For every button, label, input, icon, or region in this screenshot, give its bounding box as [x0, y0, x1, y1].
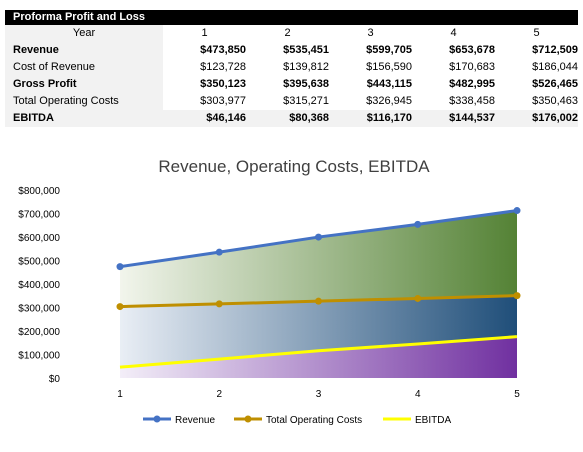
data-point — [116, 263, 124, 271]
value-cell: $653,678 — [449, 44, 495, 56]
row-label: Cost of Revenue — [5, 59, 163, 76]
series-line — [119, 335, 518, 369]
x-tick-label: 2 — [216, 389, 222, 400]
data-point — [315, 233, 322, 241]
data-point — [513, 292, 521, 300]
value-cell: $599,705 — [366, 44, 412, 56]
legend-marker — [153, 415, 161, 423]
value-cell: $535,451 — [283, 44, 329, 56]
data-point — [215, 248, 223, 256]
revenue-costs-ebitda-chart: Revenue, Operating Costs, EBITDA $0 $100,… — [18, 157, 521, 426]
value-cell: $116,170 — [329, 110, 412, 127]
chart-legend: Revenue Total Operating Costs EBITDA — [143, 415, 451, 426]
value-cell: $443,115 — [366, 78, 412, 90]
row-label: EBITDA — [5, 110, 163, 127]
year-cell: 3 — [367, 27, 374, 39]
y-tick-label: $0 — [49, 374, 61, 385]
value-cell: $139,812 — [283, 61, 329, 73]
value-cell: $144,537 — [412, 110, 495, 127]
table-title: Proforma Profit and Loss — [5, 10, 578, 25]
y-tick-label: $100,000 — [18, 351, 60, 362]
chart-area: Revenue, Operating Costs, EBITDA $0 $100,… — [0, 150, 583, 447]
value-cell: $303,977 — [200, 95, 246, 107]
data-point — [215, 300, 223, 308]
y-tick-label: $200,000 — [18, 327, 60, 338]
year-cell: 4 — [450, 27, 457, 39]
value-cell: $482,995 — [449, 78, 495, 90]
x-tick-label: 4 — [415, 389, 421, 400]
x-tick-label: 1 — [117, 389, 123, 400]
table-row: Gross Profit $350,123 $395,638 $443,115 $482… — [5, 76, 578, 93]
table-row: Revenue $473,850 $535,451 $599,705 $653,678 $… — [5, 42, 578, 59]
data-point — [414, 220, 422, 228]
legend-label: EBITDA — [415, 415, 451, 426]
value-cell: $80,368 — [246, 110, 329, 127]
value-cell: $350,463 — [532, 95, 578, 107]
value-cell: $526,465 — [532, 78, 578, 90]
value-cell: $350,123 — [200, 78, 246, 90]
y-tick-label: $400,000 — [18, 280, 60, 291]
data-point — [513, 207, 521, 215]
data-point — [315, 297, 322, 305]
x-tick-label: 3 — [316, 389, 322, 400]
data-point — [414, 294, 422, 302]
table-row: Year 1 2 3 4 5 — [5, 25, 578, 42]
operating-costs-area — [120, 295, 517, 368]
value-cell: $338,458 — [449, 95, 495, 107]
ebitda-area — [120, 336, 517, 378]
legend-marker — [244, 415, 252, 423]
value-cell: $156,590 — [366, 61, 412, 73]
legend-label: Revenue — [175, 415, 215, 426]
table-row: EBITDA $46,146 $80,368 $116,170 $144,537 $176… — [5, 110, 578, 127]
value-cell: $473,850 — [200, 44, 246, 56]
value-cell: $123,728 — [200, 61, 246, 73]
value-cell: $326,945 — [366, 95, 412, 107]
y-tick-label: $300,000 — [18, 304, 60, 315]
legend-label: Total Operating Costs — [266, 415, 362, 426]
year-cell: 5 — [533, 27, 540, 39]
y-tick-label: $600,000 — [18, 233, 60, 244]
y-tick-label: $500,000 — [18, 257, 60, 268]
year-header: Year — [5, 25, 163, 42]
table-row: Cost of Revenue $123,728 $139,812 $156,590 $… — [5, 59, 578, 76]
row-label: Gross Profit — [5, 76, 163, 93]
value-cell: $395,638 — [283, 78, 329, 90]
revenue-area — [120, 210, 517, 307]
data-point — [116, 303, 124, 311]
chart-title: Revenue, Operating Costs, EBITDA — [158, 157, 430, 176]
x-tick-label: 5 — [514, 389, 520, 400]
value-cell: $315,271 — [283, 95, 329, 107]
y-tick-label: $800,000 — [18, 186, 60, 197]
row-label: Total Operating Costs — [5, 93, 163, 110]
value-cell: $170,683 — [449, 61, 495, 73]
value-cell: $46,146 — [163, 110, 246, 127]
value-cell: $712,509 — [532, 44, 578, 56]
y-tick-label: $700,000 — [18, 210, 60, 221]
year-cell: 1 — [201, 27, 208, 39]
year-cell: 2 — [284, 27, 291, 39]
value-cell: $186,044 — [532, 61, 578, 73]
profit-loss-table: Year 1 2 3 4 5 Revenue $473,850 $535,451 $5… — [5, 25, 578, 127]
table-row: Total Operating Costs $303,977 $315,271 $32… — [5, 93, 578, 110]
value-cell: $176,002 — [495, 110, 578, 127]
row-label: Revenue — [5, 42, 163, 59]
